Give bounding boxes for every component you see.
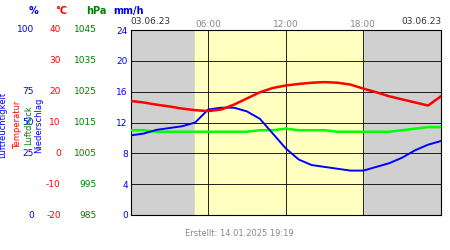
Text: -20: -20 [46, 210, 61, 220]
Text: 1035: 1035 [74, 56, 97, 65]
Text: hPa: hPa [86, 6, 107, 16]
Text: Temperatur: Temperatur [13, 101, 22, 149]
Text: Luftfeuchtigkeit: Luftfeuchtigkeit [0, 92, 7, 158]
Text: 03.06.23: 03.06.23 [130, 17, 171, 26]
Text: 25: 25 [22, 149, 34, 158]
Text: 10: 10 [49, 118, 61, 127]
Text: 40: 40 [50, 26, 61, 35]
Text: 0: 0 [28, 210, 34, 220]
Text: 1015: 1015 [74, 118, 97, 127]
Text: 1025: 1025 [74, 87, 97, 96]
Text: 50: 50 [22, 118, 34, 127]
Text: 100: 100 [17, 26, 34, 35]
Text: 1045: 1045 [74, 26, 97, 35]
Text: 0: 0 [55, 149, 61, 158]
Text: 75: 75 [22, 87, 34, 96]
Text: Erstellt: 14.01.2025 19:19: Erstellt: 14.01.2025 19:19 [185, 228, 293, 237]
Text: Niederschlag: Niederschlag [34, 97, 43, 153]
Text: 985: 985 [80, 210, 97, 220]
Text: Luftdruck: Luftdruck [24, 105, 33, 145]
Text: -10: -10 [46, 180, 61, 189]
Text: 30: 30 [49, 56, 61, 65]
Text: %: % [29, 6, 39, 16]
Text: 20: 20 [50, 87, 61, 96]
Text: 995: 995 [80, 180, 97, 189]
Text: 1005: 1005 [74, 149, 97, 158]
Text: mm/h: mm/h [113, 6, 144, 16]
Text: °C: °C [55, 6, 67, 16]
Text: 03.06.23: 03.06.23 [401, 17, 441, 26]
Bar [195, 30, 364, 215]
